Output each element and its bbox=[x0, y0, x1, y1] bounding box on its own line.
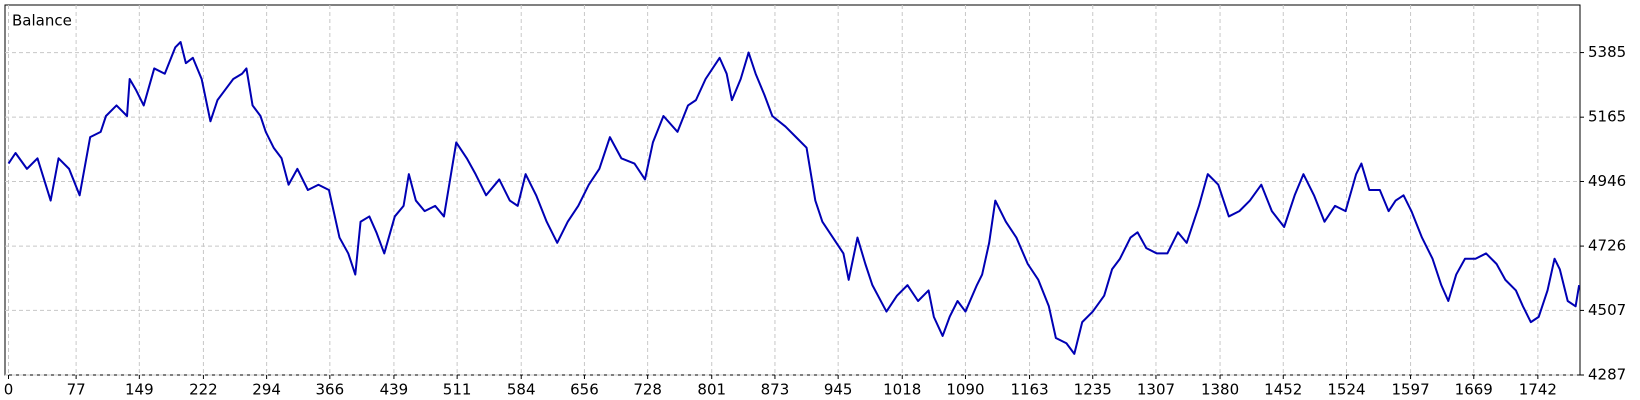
x-tick-label: 1597 bbox=[1391, 381, 1429, 399]
plot-frame bbox=[4, 4, 1581, 376]
x-tick-label: 1452 bbox=[1264, 381, 1302, 399]
x-tick-label: 1380 bbox=[1201, 381, 1239, 399]
x-tick-label: 945 bbox=[824, 381, 853, 399]
chart-title: Balance bbox=[12, 12, 72, 30]
x-tick-label: 1018 bbox=[883, 381, 921, 399]
y-tick-label: 5165 bbox=[1588, 108, 1626, 126]
x-tick-label: 873 bbox=[761, 381, 790, 399]
x-tick-label: 222 bbox=[189, 381, 218, 399]
x-tick-label: 656 bbox=[570, 381, 599, 399]
y-tick-label: 4507 bbox=[1588, 301, 1626, 319]
x-tick-label: 439 bbox=[380, 381, 409, 399]
x-tick-label: 1090 bbox=[946, 381, 984, 399]
x-tick-label: 584 bbox=[507, 381, 536, 399]
x-tick-label: 77 bbox=[67, 381, 86, 399]
x-tick-label: 149 bbox=[125, 381, 154, 399]
x-tick-label: 728 bbox=[633, 381, 662, 399]
x-tick-label: 1669 bbox=[1455, 381, 1493, 399]
x-tick-label: 366 bbox=[316, 381, 345, 399]
x-tick-label: 511 bbox=[443, 381, 472, 399]
x-tick-label: 1307 bbox=[1137, 381, 1175, 399]
y-tick-label: 4946 bbox=[1588, 172, 1626, 190]
y-tick-label: 4726 bbox=[1588, 237, 1626, 255]
x-tick-label: 0 bbox=[4, 381, 14, 399]
x-tick-label: 1524 bbox=[1327, 381, 1365, 399]
y-tick-label: 5385 bbox=[1588, 43, 1626, 61]
y-tick-label: 4287 bbox=[1588, 366, 1626, 384]
x-tick-label: 1742 bbox=[1519, 381, 1557, 399]
x-tick-label: 801 bbox=[697, 381, 726, 399]
x-tick-label: 1235 bbox=[1074, 381, 1112, 399]
balance-line bbox=[7, 41, 1581, 355]
x-tick-label: 294 bbox=[252, 381, 281, 399]
x-tick-label: 1163 bbox=[1010, 381, 1048, 399]
